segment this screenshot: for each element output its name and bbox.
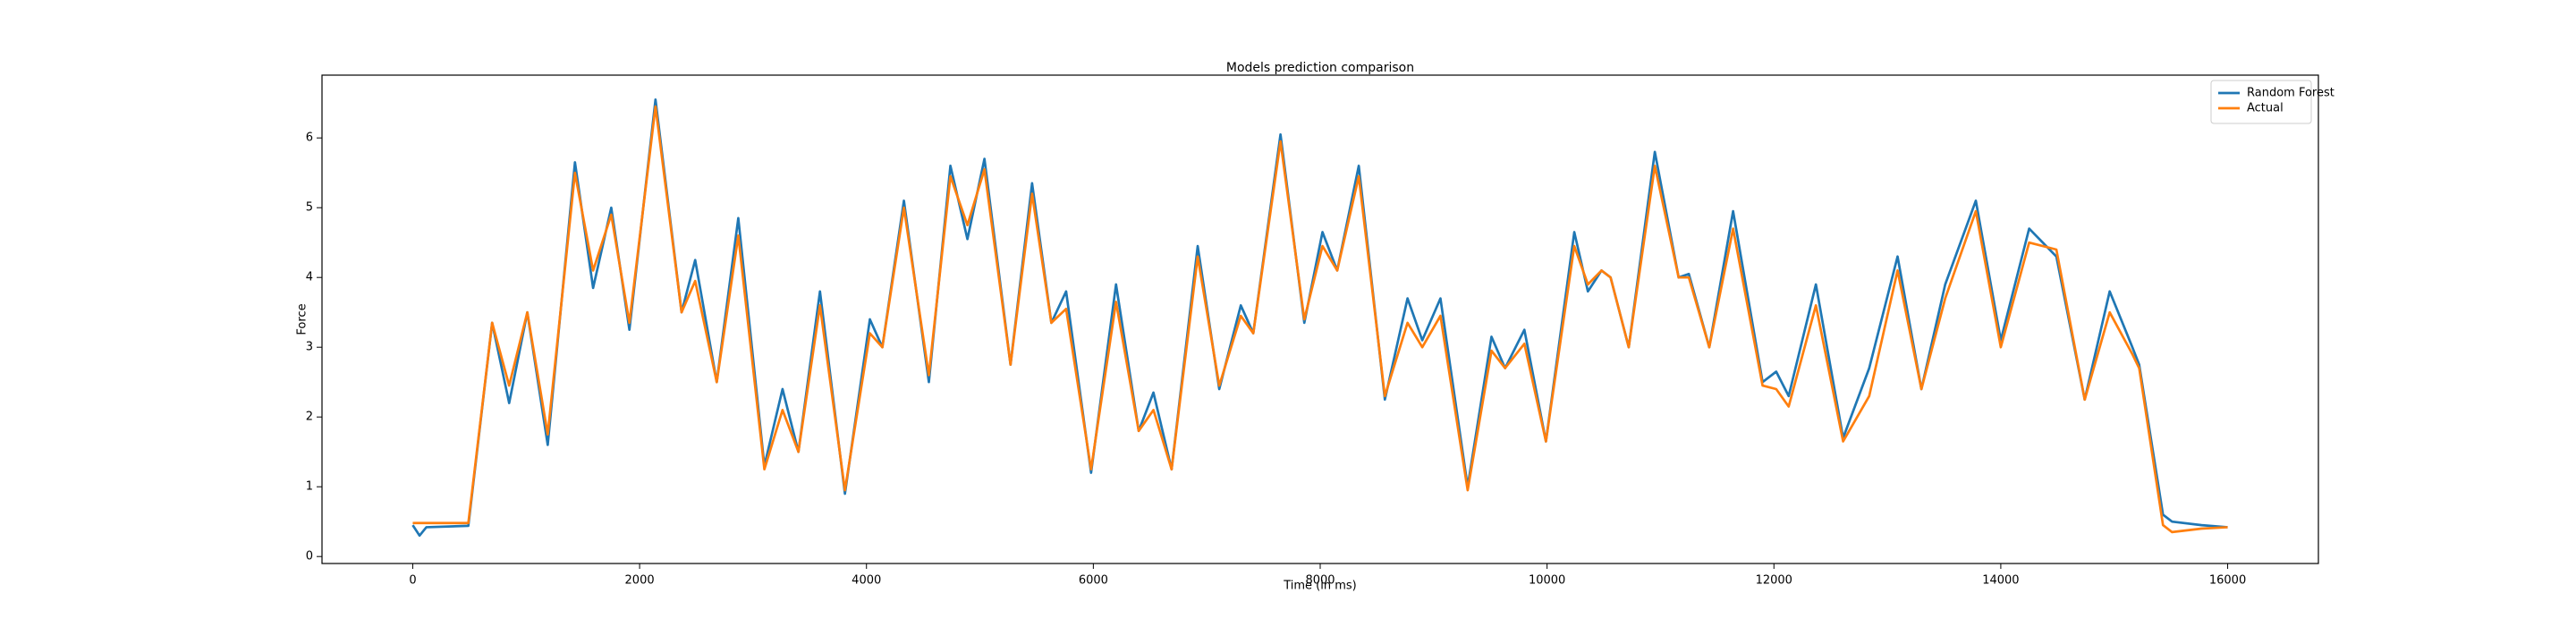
legend-label: Actual bbox=[2247, 102, 2284, 115]
series-line bbox=[411, 97, 2228, 538]
y-tick-label: 0 bbox=[306, 550, 313, 564]
y-tick-label: 5 bbox=[306, 201, 313, 215]
y-tick-label: 1 bbox=[306, 480, 313, 494]
x-tick-label: 12000 bbox=[1756, 574, 1792, 588]
plot-frame bbox=[321, 74, 2319, 564]
legend-box bbox=[2210, 80, 2312, 124]
x-tick-label: 14000 bbox=[1982, 574, 2019, 588]
x-tick-label: 8000 bbox=[1305, 574, 1335, 588]
y-tick-label: 2 bbox=[306, 411, 313, 424]
legend: Random Forest Actual bbox=[2210, 80, 2334, 124]
chart-title: Models prediction comparison bbox=[1226, 61, 1414, 75]
x-tick-label: 2000 bbox=[625, 574, 655, 588]
y-axis-label: Force bbox=[296, 303, 309, 335]
x-tick-label: 16000 bbox=[2209, 574, 2246, 588]
legend-label: Random Forest bbox=[2247, 87, 2334, 100]
x-tick-label: 0 bbox=[409, 574, 416, 588]
series-line bbox=[412, 105, 2228, 534]
x-tick-label: 4000 bbox=[852, 574, 881, 588]
x-axis-label: Time (in ms) bbox=[1283, 580, 1357, 593]
x-tick-label: 6000 bbox=[1079, 574, 1108, 588]
y-tick-label: 3 bbox=[306, 341, 313, 354]
y-tick-label: 4 bbox=[306, 271, 313, 284]
y-tick-label: 6 bbox=[306, 131, 313, 145]
x-tick-label: 10000 bbox=[1529, 574, 1565, 588]
